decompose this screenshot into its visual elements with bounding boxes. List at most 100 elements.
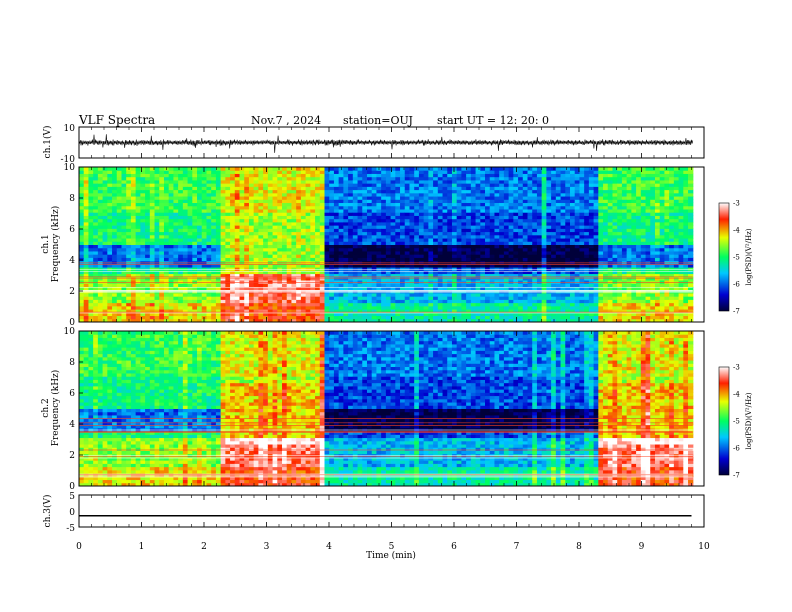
spectrogram-ch1-cell	[291, 276, 297, 281]
spectrogram-ch1-cell	[451, 263, 458, 268]
spectrogram-ch1-cell	[489, 260, 496, 265]
spectrogram-ch1-cell	[418, 257, 425, 262]
spectrogram-ch1-cell	[527, 189, 533, 194]
spectrogram-ch1-cell	[121, 254, 127, 258]
spectrogram-ch1-cell	[234, 315, 241, 320]
spectrogram-ch1-cell	[230, 186, 236, 191]
spectrogram-ch1-cell	[343, 254, 349, 258]
spectrogram-ch1-cell	[466, 221, 472, 226]
spectrogram-ch1-cell	[220, 315, 226, 320]
spectrogram-ch1-cell	[348, 257, 354, 262]
spectrogram-ch1-cell	[489, 250, 496, 255]
spectrogram-ch1-cell	[428, 315, 434, 320]
spectrogram-ch1-cell	[333, 270, 340, 275]
spectrogram-ch1-cell	[258, 202, 264, 207]
spectrogram-ch1-cell	[121, 183, 127, 187]
spectrogram-ch1-cell	[555, 225, 562, 229]
spectrogram-ch1-cell	[423, 186, 429, 191]
spectrogram-ch1-cell	[333, 260, 340, 265]
spectrogram-ch1-cell	[541, 315, 547, 320]
spectrogram-ch1-cell	[395, 309, 401, 313]
spectrogram-ch1-cell	[357, 234, 363, 239]
spectrogram-ch1-cell	[447, 173, 453, 178]
spectrogram-ch1-cell	[310, 228, 316, 233]
spectrogram-ch1-cell	[126, 202, 132, 207]
spectrogram-ch1-cell	[456, 218, 463, 223]
spectrogram-ch1-cell	[489, 318, 496, 323]
spectrogram-ch1-cell	[300, 250, 307, 255]
spectrogram-ch1-cell	[263, 170, 269, 174]
spectrogram-ch1-cell	[338, 280, 344, 284]
spectrogram-ch1-cell	[485, 186, 491, 191]
spectrogram-ch1-cell	[159, 286, 165, 291]
spectrogram-ch1-cell	[291, 273, 297, 278]
spectrogram-ch1-cell	[201, 250, 208, 255]
spectrogram-ch1-cell	[79, 176, 85, 181]
spectrogram-ch1-cell	[352, 254, 359, 258]
spectrogram-ch1-cell	[79, 315, 85, 320]
spectrogram-ch1-cell	[112, 296, 118, 300]
spectrogram-ch1-cell	[149, 299, 156, 304]
spectrogram-ch1-cell	[494, 179, 500, 184]
spectrogram-ch1-cell	[329, 276, 335, 281]
spectrogram-ch1-cell	[201, 280, 208, 284]
spectrogram-ch1-cell	[154, 205, 160, 210]
spectrogram-ch1-cell	[485, 202, 491, 207]
spectrogram-ch1-cell	[277, 212, 283, 216]
spectrogram-ch1-cell	[395, 312, 401, 317]
spectrogram-ch1-cell	[145, 299, 151, 304]
spectrogram-ch1-cell	[253, 215, 259, 220]
spectrogram-ch1-cell	[116, 176, 123, 181]
spectrogram-ch1-cell	[551, 299, 557, 304]
spectrogram-ch1-cell	[546, 276, 552, 281]
spectrogram-ch1-cell	[187, 215, 193, 220]
spectrogram-ch1-cell	[499, 215, 505, 220]
spectrogram-ch1-cell	[428, 199, 434, 204]
spectrogram-ch1-cell	[366, 192, 373, 197]
spectrogram-ch1-cell	[470, 234, 477, 239]
spectrogram-ch1-cell	[225, 173, 231, 178]
spectrogram-ch1-cell	[140, 280, 146, 284]
spectrogram-ch1-cell	[192, 218, 198, 223]
spectrogram-ch1-cell	[315, 212, 321, 216]
spectrogram-ch1-cell	[555, 299, 562, 304]
spectrogram-ch1-cell	[135, 273, 141, 278]
spectrogram-ch1-cell	[310, 315, 316, 320]
spectrogram-ch1-cell	[456, 247, 463, 252]
spectrogram-ch1-cell	[518, 257, 524, 262]
spectrogram-ch1-cell	[418, 228, 425, 233]
spectrogram-ch1-cell	[112, 199, 118, 204]
spectrogram-ch1-cell	[470, 270, 477, 275]
spectrogram-ch1-cell	[310, 260, 316, 265]
spectrogram-ch1-cell	[466, 183, 472, 187]
spectrogram-ch1-cell	[253, 231, 259, 236]
spectrogram-ch1-cell	[348, 273, 354, 278]
spectrogram-ch1-cell	[532, 189, 538, 194]
spectrogram-ch1-cell	[329, 296, 335, 300]
spectrogram-ch1-cell	[102, 276, 108, 281]
spectrogram-ch1-cell	[173, 208, 179, 213]
spectrogram-ch1-cell	[518, 312, 524, 317]
spectrogram-ch1-cell	[494, 318, 500, 323]
spectrogram-ch1-cell	[565, 238, 571, 242]
spectrogram-ch1-cell	[357, 296, 363, 300]
spectrogram-ch1-cell	[371, 221, 378, 226]
spectrogram-ch1-cell	[296, 215, 302, 220]
spectrogram-ch1-cell	[522, 302, 529, 307]
spectrogram-ch1-cell	[173, 286, 179, 291]
spectrogram-ch1-cell	[456, 189, 463, 194]
spectrogram-ch1-cell	[187, 205, 193, 210]
spectrogram-ch1-cell	[197, 257, 203, 262]
spectrogram-ch1-cell	[555, 179, 562, 184]
spectrogram-ch1-cell	[522, 192, 529, 197]
spectrogram-ch1-cell	[197, 305, 203, 310]
spectrogram-ch1-cell	[470, 318, 477, 323]
spectrogram-ch1-cell	[112, 167, 118, 171]
spectrogram-ch1-cell	[456, 231, 463, 236]
spectrogram-ch1-cell	[258, 238, 264, 242]
spectrogram-ch1-cell	[83, 299, 90, 304]
spectrogram-ch1-cell	[480, 170, 486, 174]
spectrogram-ch1-cell	[442, 305, 448, 310]
spectrogram-ch1-cell	[182, 212, 189, 216]
spectrogram-ch1-cell	[451, 234, 458, 239]
